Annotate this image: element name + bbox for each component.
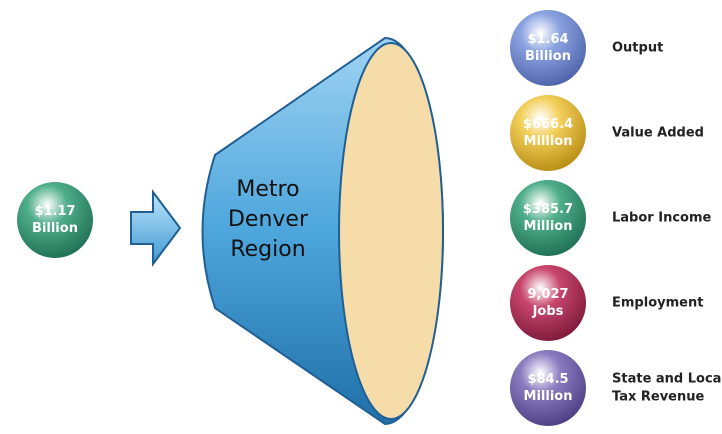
- bubble: [17, 182, 93, 258]
- bubble: [510, 265, 586, 341]
- diagram: $1.17 Billion Metro Denver Region $1.64 Billio…: [0, 0, 722, 434]
- bubble: [510, 350, 586, 426]
- bubble: [510, 95, 586, 171]
- bubble-text: Jobs: [532, 304, 564, 319]
- bubble-text: Million: [524, 134, 573, 149]
- bubble-text: Billion: [525, 49, 571, 64]
- arrow: [131, 192, 180, 264]
- center-text: Denver: [228, 207, 309, 232]
- bubble-text: $666.4: [523, 117, 573, 132]
- bubble: [510, 10, 586, 86]
- bubble-text: Billion: [32, 221, 78, 236]
- bubble-text: $84.5: [527, 372, 568, 387]
- bubble-text: 9,027: [527, 287, 568, 302]
- bubble-text: Million: [524, 389, 573, 404]
- output-label: Tax Revenue: [612, 390, 705, 405]
- output-label: Value Added: [612, 126, 704, 141]
- bubble-text: $385.7: [523, 202, 573, 217]
- center-text: Metro: [236, 177, 299, 202]
- output-label: Employment: [612, 296, 703, 311]
- output-label: Output: [612, 41, 663, 56]
- bubble-text: $1.17: [34, 204, 75, 219]
- bubble: [510, 180, 586, 256]
- bubble-text: Million: [524, 219, 573, 234]
- bubble-text: $1.64: [527, 32, 568, 47]
- output-label: State and Local: [612, 372, 722, 387]
- output-label: Labor Income: [612, 211, 712, 226]
- center-text: Region: [230, 237, 305, 262]
